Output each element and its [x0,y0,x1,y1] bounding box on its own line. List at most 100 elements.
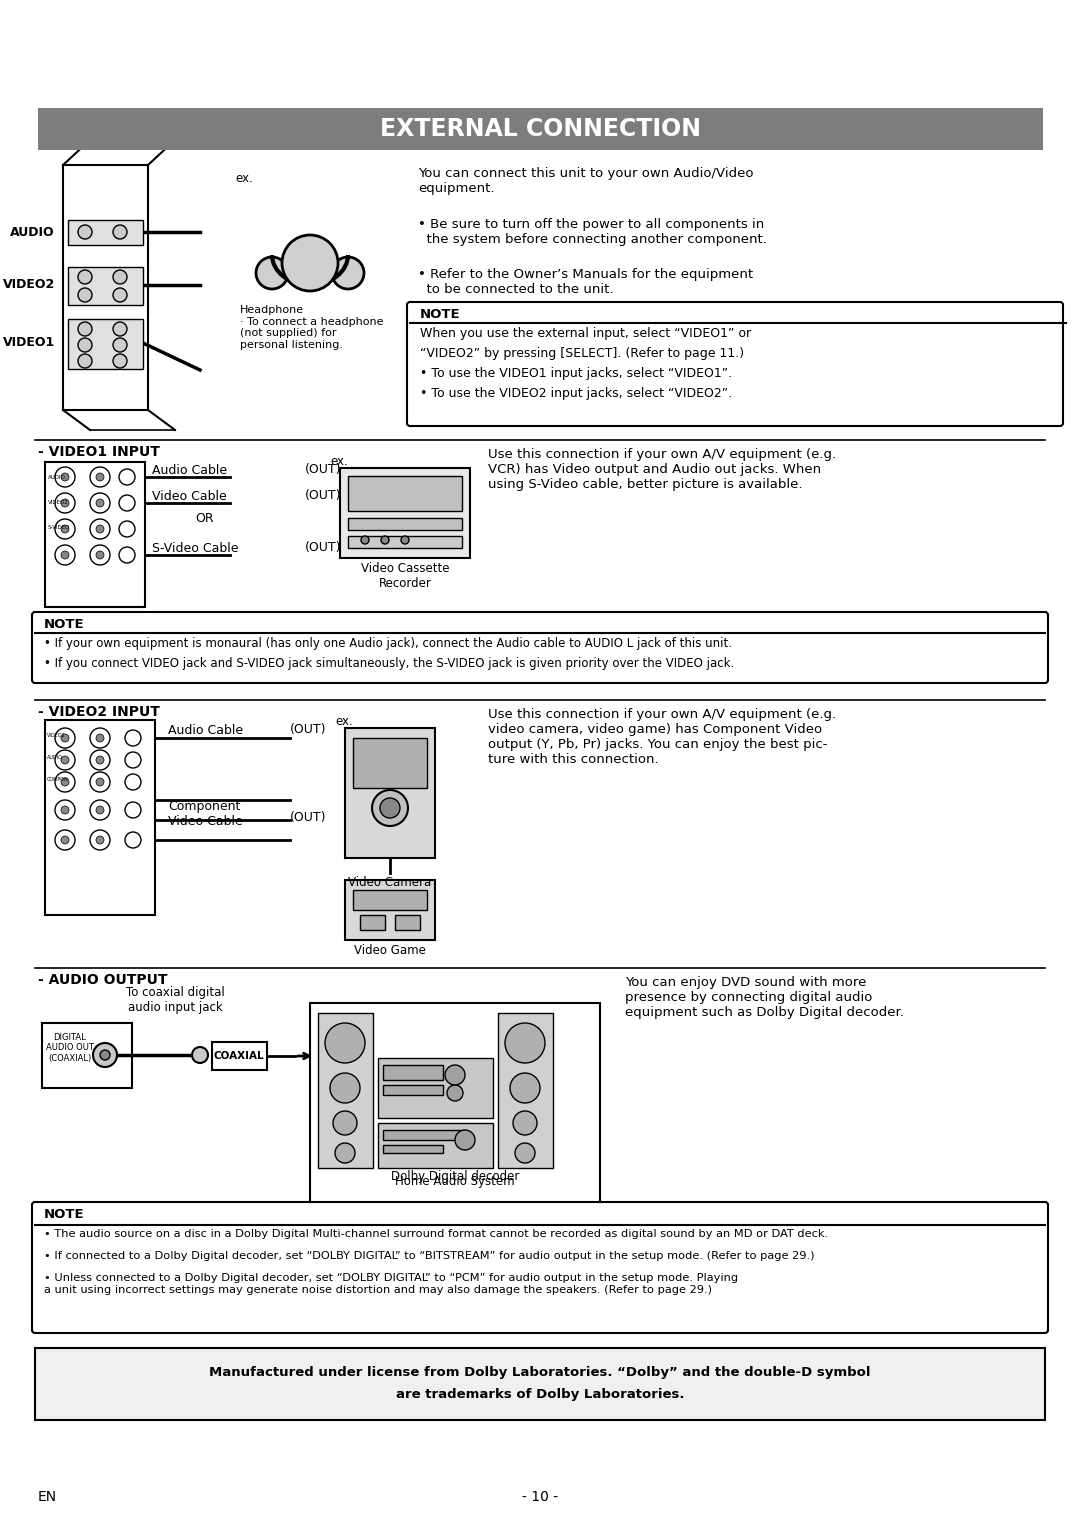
FancyBboxPatch shape [35,1348,1045,1420]
Text: VIDEO2: VIDEO2 [48,500,69,504]
FancyBboxPatch shape [45,461,145,607]
Text: (OUT): (OUT) [305,541,341,555]
Circle shape [60,474,69,481]
Circle shape [513,1111,537,1135]
Text: Video Camera: Video Camera [349,876,432,889]
FancyBboxPatch shape [38,108,1043,150]
FancyBboxPatch shape [68,220,143,244]
Text: S-VIDEO: S-VIDEO [48,526,70,530]
Circle shape [282,235,338,290]
Text: NOTE: NOTE [44,1209,84,1221]
Circle shape [332,257,364,289]
Circle shape [96,756,104,764]
Circle shape [125,730,141,746]
Circle shape [55,772,75,792]
Text: (OUT): (OUT) [291,811,326,825]
FancyBboxPatch shape [32,1203,1048,1332]
Text: - VIDEO1 INPUT: - VIDEO1 INPUT [38,445,160,458]
Circle shape [96,836,104,843]
Circle shape [78,354,92,368]
Text: (OUT): (OUT) [291,723,326,736]
Circle shape [60,500,69,507]
Circle shape [60,526,69,533]
Text: EXTERNAL CONNECTION: EXTERNAL CONNECTION [379,118,701,141]
Circle shape [90,801,110,821]
Text: (OUT): (OUT) [305,463,341,477]
Text: ex.: ex. [335,715,353,727]
Text: VIDEO1: VIDEO1 [3,336,55,350]
Circle shape [125,775,141,790]
Text: COAXIAL: COAXIAL [214,1051,265,1060]
Text: ex.: ex. [330,455,348,468]
FancyBboxPatch shape [360,915,384,931]
Text: - 10 -: - 10 - [522,1490,558,1504]
Text: Use this connection if your own A/V equipment (e.g.
video camera, video game) ha: Use this connection if your own A/V equi… [488,707,836,766]
Circle shape [96,552,104,559]
FancyBboxPatch shape [383,1065,443,1080]
Circle shape [192,1047,208,1063]
Circle shape [78,338,92,351]
Circle shape [325,1024,365,1063]
Circle shape [90,545,110,565]
Circle shape [125,833,141,848]
Circle shape [380,798,400,817]
Circle shape [119,495,135,510]
Circle shape [55,750,75,770]
FancyBboxPatch shape [68,319,143,368]
Text: To coaxial digital
audio input jack: To coaxial digital audio input jack [125,986,225,1015]
Circle shape [96,500,104,507]
FancyBboxPatch shape [395,915,420,931]
Text: AUDIO: AUDIO [48,475,66,480]
Circle shape [78,287,92,303]
Text: OR: OR [195,512,214,524]
Text: - AUDIO OUTPUT: - AUDIO OUTPUT [38,973,167,987]
Text: You can enjoy DVD sound with more
presence by connecting digital audio
equipment: You can enjoy DVD sound with more presen… [625,976,904,1019]
FancyBboxPatch shape [42,1024,132,1088]
Circle shape [60,836,69,843]
Text: • If connected to a Dolby Digital decoder, set “DOLBY DIGITAL” to “BITSTREAM” fo: • If connected to a Dolby Digital decode… [44,1251,814,1261]
Text: • To use the VIDEO1 input jacks, select “VIDEO1”.: • To use the VIDEO1 input jacks, select … [420,367,732,380]
Circle shape [401,536,409,544]
FancyBboxPatch shape [318,1013,373,1167]
FancyBboxPatch shape [345,727,435,859]
Circle shape [55,830,75,850]
FancyBboxPatch shape [63,165,148,410]
Circle shape [60,805,69,814]
Circle shape [510,1073,540,1103]
Text: NOTE: NOTE [44,617,84,631]
Circle shape [113,270,127,284]
Circle shape [55,494,75,513]
Circle shape [93,1044,117,1067]
Text: “VIDEO2” by pressing [SELECT]. (Refer to page 11.): “VIDEO2” by pressing [SELECT]. (Refer to… [420,347,744,361]
Text: S-Video Cable: S-Video Cable [152,541,239,555]
Text: When you use the external input, select “VIDEO1” or: When you use the external input, select … [420,327,751,341]
Circle shape [55,727,75,749]
Text: - VIDEO2 INPUT: - VIDEO2 INPUT [38,704,160,720]
FancyBboxPatch shape [383,1085,443,1096]
Circle shape [90,468,110,487]
Circle shape [113,287,127,303]
Circle shape [96,778,104,785]
Circle shape [125,802,141,817]
FancyBboxPatch shape [68,267,143,306]
Text: DIGITAL
AUDIO OUT
(COAXIAL): DIGITAL AUDIO OUT (COAXIAL) [46,1033,94,1063]
Text: • Be sure to turn off the power to all components in
  the system before connect: • Be sure to turn off the power to all c… [418,219,767,246]
FancyBboxPatch shape [378,1123,492,1167]
Text: • Unless connected to a Dolby Digital decoder, set “DOLBY DIGITAL” to “PCM” for : • Unless connected to a Dolby Digital de… [44,1273,738,1294]
Circle shape [55,520,75,539]
Text: Audio Cable: Audio Cable [168,723,243,736]
Text: Home Audio System: Home Audio System [395,1175,515,1187]
Text: Audio Cable: Audio Cable [152,463,227,477]
FancyBboxPatch shape [353,889,427,911]
Circle shape [96,805,104,814]
Text: • The audio source on a disc in a Dolby Digital Multi-channel surround format ca: • The audio source on a disc in a Dolby … [44,1229,828,1239]
Circle shape [119,521,135,536]
Text: (OUT): (OUT) [305,489,341,503]
Circle shape [60,733,69,743]
Circle shape [78,322,92,336]
FancyBboxPatch shape [407,303,1063,426]
FancyBboxPatch shape [212,1042,267,1070]
Circle shape [361,536,369,544]
Circle shape [90,830,110,850]
Circle shape [256,257,288,289]
